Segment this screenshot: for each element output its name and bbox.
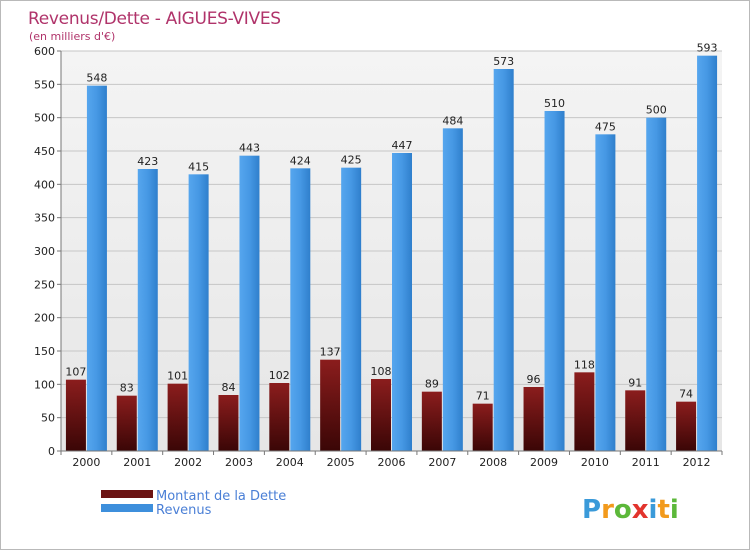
data-label: 425 [341,154,362,167]
data-label: 573 [493,55,514,68]
data-label: 475 [595,120,616,133]
y-tick-label: 350 [34,212,55,225]
y-tick-label: 250 [34,278,55,291]
legend-swatch-debt [101,490,153,498]
x-tick-label: 2001 [123,456,151,469]
y-tick-label: 450 [34,145,55,158]
proxiti-logo-text: Proxiti [582,495,679,525]
bar-debt-2011 [625,390,646,451]
bar-debt-2010 [574,372,595,451]
data-label: 500 [646,104,667,117]
data-label: 102 [269,369,290,382]
data-label: 443 [239,142,260,155]
legend-swatch-revenue [101,504,153,512]
bar-debt-2001 [116,395,137,451]
data-label: 83 [120,382,134,395]
data-label: 510 [544,97,565,110]
data-label: 424 [290,154,311,167]
y-tick-label: 400 [34,178,55,191]
data-label: 423 [137,155,158,168]
bar-revenue-2005 [341,167,362,451]
y-tick-label: 50 [41,412,55,425]
x-tick-label: 2005 [327,456,355,469]
y-tick-label: 0 [48,445,55,458]
legend-label-debt: Montant de la Dette [156,489,286,504]
y-tick-label: 100 [34,378,55,391]
bar-revenue-2010 [595,134,616,452]
bar-debt-2007 [421,391,442,451]
data-label: 96 [527,373,541,386]
y-tick-label: 150 [34,345,55,358]
x-tick-label: 2010 [581,456,609,469]
bar-debt-2003 [218,395,239,451]
data-label: 101 [167,370,188,383]
y-tick-label: 300 [34,245,55,258]
bar-debt-2006 [371,379,391,451]
data-label: 447 [392,139,413,152]
data-label: 89 [425,378,439,391]
data-label: 71 [476,390,490,403]
bar-revenue-2000 [86,85,107,452]
bar-debt-2004 [269,383,290,451]
bar-revenue-2001 [137,169,158,451]
x-tick-label: 2003 [225,456,253,469]
x-tick-label: 2007 [428,456,456,469]
legend: Montant de la Dette Revenus [101,489,286,518]
data-label: 137 [320,346,341,359]
legend-label-revenue: Revenus [156,503,212,518]
bar-revenue-2002 [188,174,209,452]
data-label: 118 [574,358,595,371]
gridlines [61,50,722,419]
bar-revenue-2008 [493,69,514,451]
bar-revenue-2011 [646,117,667,452]
data-label: 108 [371,365,392,378]
bars-group [65,55,718,452]
bar-revenue-2003 [239,155,260,451]
x-tick-label: 2000 [72,456,100,469]
data-label: 107 [65,366,86,379]
x-tick-label: 2004 [276,456,304,469]
bar-revenue-2009 [544,111,565,451]
chart-subtitle: (en milliers d'€) [29,30,115,43]
bar-debt-2002 [167,383,188,451]
x-axis-ticks: 2000 2001 2002 2003 2004 2005 2006 2007 2008 2009… [60,451,723,469]
bar-debt-2008 [472,403,493,451]
bar-debt-2000 [65,379,86,451]
data-label: 91 [628,376,642,389]
y-tick-label: 500 [34,112,55,125]
bar-revenue-2007 [442,128,463,451]
proxiti-logo: Proxiti [582,495,679,525]
chart-title: Revenus/Dette - AIGUES-VIVES [28,9,281,29]
y-axis-ticks: 0 50 100 150 200 250 300 350 400 450 500 550 600 [34,45,61,458]
data-label: 484 [442,114,463,127]
data-label: 593 [697,42,718,55]
data-labels: 107 548 83 423 101 415 84 443 102 424 137 425 108 447… [65,42,717,403]
bar-debt-2012 [676,401,697,451]
x-tick-label: 2011 [632,456,660,469]
bar-revenue-2004 [290,168,311,452]
x-tick-label: 2012 [683,456,711,469]
data-label: 548 [86,72,107,85]
y-tick-label: 200 [34,312,55,325]
x-tick-label: 2002 [174,456,202,469]
bar-revenue-2006 [392,153,412,451]
y-tick-label: 550 [34,78,55,91]
x-tick-label: 2006 [378,456,406,469]
data-label: 84 [221,381,235,394]
x-tick-label: 2009 [530,456,558,469]
data-label: 415 [188,160,209,173]
bar-debt-2005 [320,359,341,451]
y-tick-label: 600 [34,45,55,58]
bar-revenue-2012 [697,55,718,452]
x-tick-label: 2008 [479,456,507,469]
bar-debt-2009 [523,387,544,451]
data-label: 74 [679,388,693,401]
